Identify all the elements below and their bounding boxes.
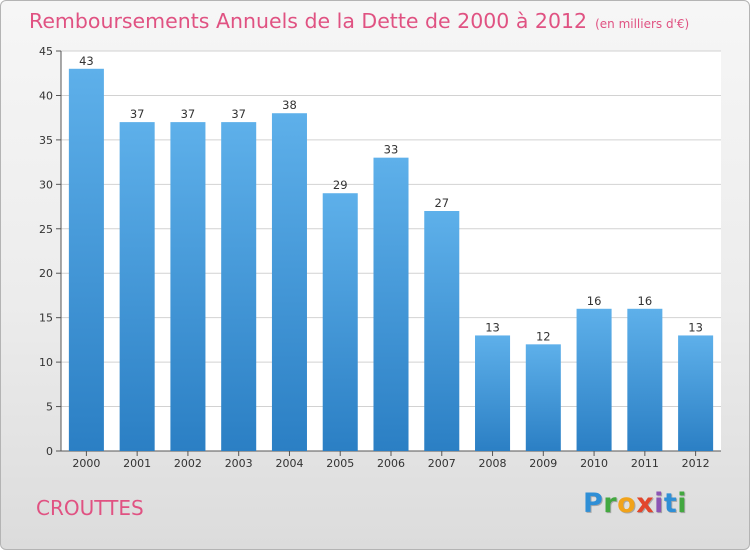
y-tick-label: 40	[39, 89, 53, 102]
y-tick-label: 35	[39, 134, 53, 147]
bar-value-label: 38	[282, 98, 297, 112]
bar	[627, 308, 663, 451]
bar-value-label: 29	[333, 178, 348, 192]
bar-value-label: 16	[638, 294, 653, 308]
y-tick-label: 25	[39, 223, 53, 236]
logo-letter: i	[654, 488, 664, 519]
logo-letter: x	[636, 488, 655, 519]
x-tick-label: 2004	[275, 457, 303, 470]
y-tick-label: 5	[46, 401, 53, 414]
logo-letter: P	[583, 488, 604, 519]
bar	[525, 344, 561, 451]
bar	[322, 193, 358, 451]
bar	[678, 335, 714, 451]
logo-letter: i	[677, 488, 688, 519]
bar	[271, 113, 307, 451]
bar-value-label: 33	[384, 143, 399, 157]
bar	[119, 122, 155, 451]
x-tick-label: 2009	[529, 457, 557, 470]
y-tick-label: 45	[39, 45, 53, 58]
y-tick-label: 30	[39, 178, 53, 191]
bar	[475, 335, 511, 451]
commune-name: CROUTTES	[36, 496, 144, 520]
bar	[373, 157, 409, 451]
logo-letter: t	[663, 488, 678, 519]
x-tick-label: 2010	[580, 457, 608, 470]
bar-value-label: 16	[587, 294, 602, 308]
x-tick-label: 2008	[479, 457, 507, 470]
x-tick-label: 2000	[72, 457, 100, 470]
bar	[424, 211, 460, 451]
chart-title: Remboursements Annuels de la Dette de 20…	[29, 9, 689, 33]
x-tick-label: 2002	[174, 457, 202, 470]
y-tick-label: 15	[39, 312, 53, 325]
bar-value-label: 37	[231, 107, 246, 121]
x-tick-label: 2005	[326, 457, 354, 470]
chart-subtitle: (en milliers d'€)	[595, 17, 690, 31]
bar-value-label: 12	[536, 329, 551, 343]
bar-value-label: 43	[79, 54, 94, 68]
logo-letter: o	[617, 488, 637, 519]
proxiti-logo: Proxiti	[583, 488, 687, 519]
bar-value-label: 37	[130, 107, 145, 121]
x-tick-label: 2007	[428, 457, 456, 470]
x-tick-label: 2001	[123, 457, 151, 470]
x-tick-label: 2003	[225, 457, 253, 470]
logo-letter: r	[603, 488, 618, 519]
x-tick-label: 2011	[631, 457, 659, 470]
bar-value-label: 13	[688, 320, 703, 334]
bar-value-label: 27	[434, 196, 449, 210]
x-tick-label: 2006	[377, 457, 405, 470]
bar-value-label: 37	[181, 107, 196, 121]
x-tick-label: 2012	[682, 457, 710, 470]
bar	[576, 308, 612, 451]
bar	[68, 68, 104, 452]
bar	[170, 122, 206, 451]
bar-value-label: 13	[485, 320, 500, 334]
y-tick-label: 20	[39, 267, 53, 280]
y-tick-label: 10	[39, 356, 53, 369]
chart-title-text: Remboursements Annuels de la Dette de 20…	[29, 9, 588, 33]
bar	[221, 122, 257, 451]
y-tick-label: 0	[46, 445, 53, 458]
